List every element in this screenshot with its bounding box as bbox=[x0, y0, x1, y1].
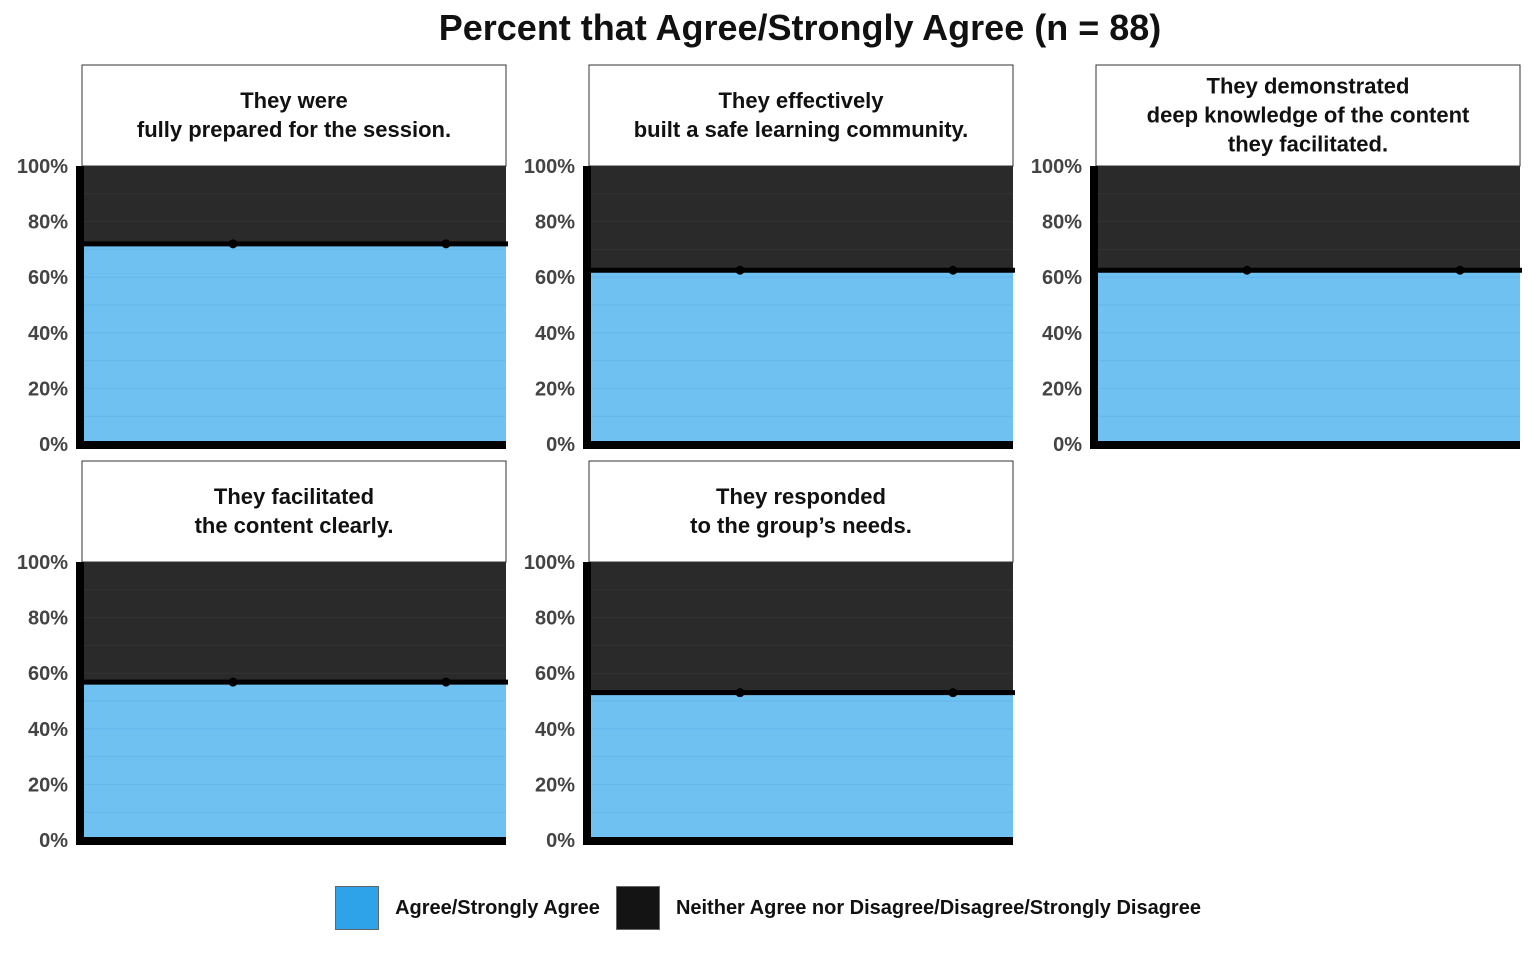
area-neither bbox=[589, 562, 1013, 693]
area-neither bbox=[589, 166, 1013, 271]
panel-title-line: They effectively bbox=[718, 88, 884, 113]
panel-title-line: the content clearly. bbox=[195, 513, 394, 538]
data-point bbox=[228, 239, 238, 249]
legend-label-agree: Agree/Strongly Agree bbox=[395, 896, 600, 919]
y-tick-label: 100% bbox=[524, 156, 575, 178]
y-tick-label: 80% bbox=[535, 608, 575, 630]
data-point bbox=[228, 677, 238, 687]
panel-title-line: They facilitated bbox=[214, 484, 374, 509]
y-tick-label: 0% bbox=[1053, 434, 1082, 456]
y-tick-label: 100% bbox=[1031, 156, 1082, 178]
y-tick-label: 20% bbox=[28, 774, 68, 796]
y-tick-label: 0% bbox=[39, 830, 68, 852]
y-tick-label: 40% bbox=[535, 323, 575, 345]
y-tick-label: 0% bbox=[39, 434, 68, 456]
data-point bbox=[1455, 265, 1465, 275]
legend-swatch-neither bbox=[615, 886, 660, 930]
panel-1: They were fully prepared for the session.… bbox=[17, 64, 508, 456]
y-tick-label: 80% bbox=[28, 608, 68, 630]
legend-label-neither: Neither Agree nor Disagree/Disagree/Stro… bbox=[675, 896, 1201, 919]
area-neither bbox=[82, 166, 506, 244]
panel-title-line: They were bbox=[240, 88, 348, 113]
y-tick-label: 100% bbox=[17, 156, 68, 178]
panel-header bbox=[81, 460, 507, 563]
y-tick-label: 20% bbox=[535, 378, 575, 400]
data-point bbox=[948, 688, 958, 698]
area-agree bbox=[82, 243, 506, 444]
y-tick-label: 20% bbox=[1042, 378, 1082, 400]
panel-header bbox=[81, 64, 507, 167]
data-point bbox=[948, 265, 958, 275]
y-tick-label: 60% bbox=[535, 663, 575, 685]
data-point bbox=[1242, 265, 1252, 275]
panel-title-line: deep knowledge of the content bbox=[1147, 103, 1470, 128]
y-tick-label: 40% bbox=[28, 323, 68, 345]
area-neither bbox=[82, 562, 506, 683]
data-point bbox=[441, 677, 451, 687]
y-tick-label: 100% bbox=[17, 552, 68, 574]
panel-5: They responded to the group’s needs. 0% 20%… bbox=[524, 460, 1015, 852]
y-tick-label: 20% bbox=[535, 774, 575, 796]
y-tick-label: 40% bbox=[535, 719, 575, 741]
panel-header bbox=[1095, 64, 1521, 167]
y-tick-label: 100% bbox=[524, 552, 575, 574]
area-agree bbox=[589, 270, 1013, 444]
chart-panels: They were fully prepared for the session.… bbox=[17, 64, 1522, 852]
chart-title: Percent that Agree/Strongly Agree (n = 8… bbox=[439, 7, 1162, 48]
chart-legend: Agree/Strongly Agree Neither Agree nor D… bbox=[0, 884, 1536, 932]
data-point bbox=[441, 239, 451, 249]
legend-swatch-agree bbox=[335, 886, 380, 930]
panel-title-line: built a safe learning community. bbox=[634, 117, 969, 142]
y-tick-label: 60% bbox=[1042, 267, 1082, 289]
panel-3: They demonstrated deep knowledge of the c… bbox=[1031, 64, 1522, 456]
y-tick-label: 60% bbox=[535, 267, 575, 289]
y-tick-label: 40% bbox=[1042, 323, 1082, 345]
y-tick-label: 0% bbox=[546, 434, 575, 456]
panel-title-line: They demonstrated bbox=[1207, 74, 1410, 99]
data-point bbox=[735, 688, 745, 698]
y-tick-label: 80% bbox=[1042, 212, 1082, 234]
panel-2: They effectively built a safe learning co… bbox=[524, 64, 1015, 456]
data-point bbox=[735, 265, 745, 275]
panel-title-line: they facilitated. bbox=[1228, 132, 1388, 157]
y-tick-label: 0% bbox=[546, 830, 575, 852]
area-agree bbox=[82, 682, 506, 840]
y-tick-label: 20% bbox=[28, 378, 68, 400]
y-tick-label: 80% bbox=[28, 212, 68, 234]
legend-item-agree: Agree/Strongly Agree bbox=[335, 886, 600, 930]
y-tick-label: 60% bbox=[28, 663, 68, 685]
y-tick-label: 40% bbox=[28, 719, 68, 741]
legend-item-neither: Neither Agree nor Disagree/Disagree/Stro… bbox=[615, 886, 1201, 930]
panel-title-line: to the group’s needs. bbox=[690, 513, 912, 538]
area-agree bbox=[589, 692, 1013, 840]
y-tick-label: 80% bbox=[535, 212, 575, 234]
panel-header bbox=[588, 64, 1014, 167]
panel-header bbox=[588, 460, 1014, 563]
area-neither bbox=[1096, 166, 1520, 271]
panel-4: They facilitated the content clearly. 0% 20… bbox=[17, 460, 508, 852]
y-tick-label: 60% bbox=[28, 267, 68, 289]
panel-title-line: They responded bbox=[716, 484, 886, 509]
area-agree bbox=[1096, 270, 1520, 444]
panel-title-line: fully prepared for the session. bbox=[137, 117, 451, 142]
